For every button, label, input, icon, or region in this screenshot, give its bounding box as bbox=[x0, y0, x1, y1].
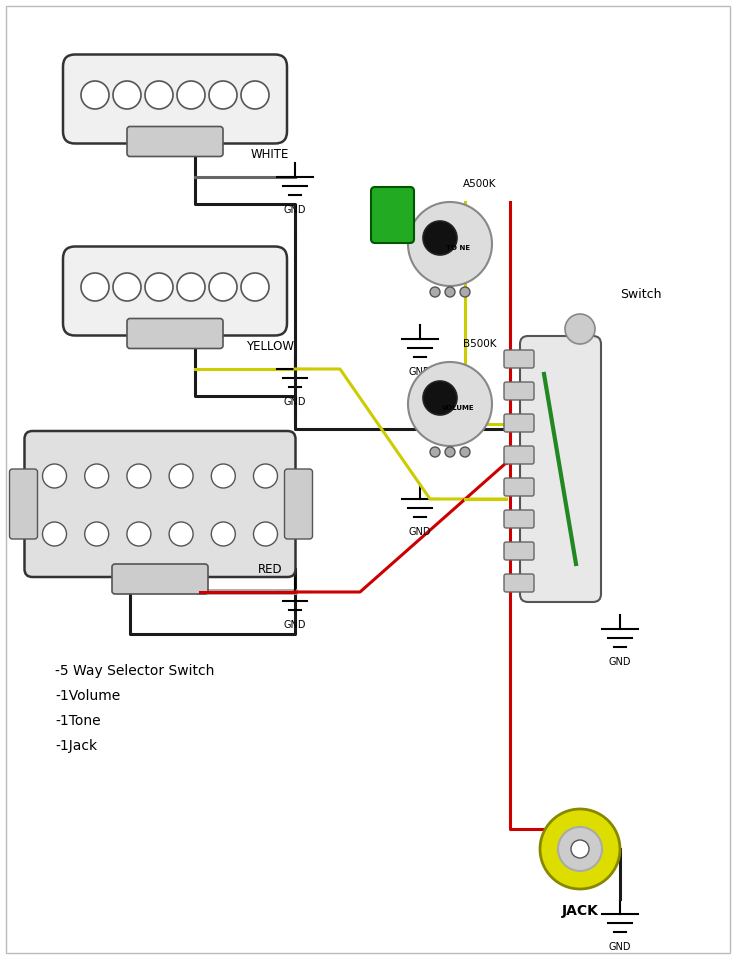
Circle shape bbox=[211, 464, 236, 488]
FancyBboxPatch shape bbox=[504, 542, 534, 560]
Circle shape bbox=[423, 381, 457, 415]
FancyBboxPatch shape bbox=[24, 431, 295, 577]
Circle shape bbox=[408, 202, 492, 286]
Text: WHITE: WHITE bbox=[251, 148, 289, 161]
FancyBboxPatch shape bbox=[504, 574, 534, 592]
Circle shape bbox=[209, 81, 237, 109]
Circle shape bbox=[558, 827, 602, 871]
Circle shape bbox=[460, 287, 470, 297]
Circle shape bbox=[43, 522, 66, 546]
Circle shape bbox=[241, 273, 269, 301]
FancyBboxPatch shape bbox=[63, 55, 287, 144]
FancyBboxPatch shape bbox=[520, 336, 601, 602]
FancyBboxPatch shape bbox=[10, 469, 38, 539]
Circle shape bbox=[211, 522, 236, 546]
FancyBboxPatch shape bbox=[504, 414, 534, 432]
Circle shape bbox=[253, 522, 277, 546]
FancyBboxPatch shape bbox=[127, 127, 223, 156]
Circle shape bbox=[127, 464, 151, 488]
Circle shape bbox=[445, 447, 455, 457]
Circle shape bbox=[145, 81, 173, 109]
FancyBboxPatch shape bbox=[504, 350, 534, 368]
Circle shape bbox=[209, 273, 237, 301]
Circle shape bbox=[169, 522, 193, 546]
FancyBboxPatch shape bbox=[127, 318, 223, 348]
FancyBboxPatch shape bbox=[504, 510, 534, 528]
FancyBboxPatch shape bbox=[63, 246, 287, 336]
Circle shape bbox=[81, 81, 109, 109]
Text: GND: GND bbox=[609, 657, 631, 667]
Text: TO NE: TO NE bbox=[446, 245, 470, 251]
Text: -5 Way Selector Switch
-1Volume
-1Tone
-1Jack: -5 Way Selector Switch -1Volume -1Tone -… bbox=[55, 664, 214, 753]
Text: JACK: JACK bbox=[562, 904, 598, 918]
Circle shape bbox=[127, 522, 151, 546]
Text: GND: GND bbox=[284, 620, 306, 630]
Circle shape bbox=[85, 464, 109, 488]
Circle shape bbox=[177, 273, 205, 301]
Circle shape bbox=[423, 221, 457, 255]
Text: GND: GND bbox=[408, 367, 431, 377]
Circle shape bbox=[430, 447, 440, 457]
Circle shape bbox=[540, 809, 620, 889]
Circle shape bbox=[241, 81, 269, 109]
Circle shape bbox=[445, 287, 455, 297]
FancyBboxPatch shape bbox=[371, 187, 414, 243]
Circle shape bbox=[177, 81, 205, 109]
FancyBboxPatch shape bbox=[504, 478, 534, 496]
Text: Switch: Switch bbox=[620, 288, 662, 300]
Circle shape bbox=[565, 314, 595, 344]
FancyBboxPatch shape bbox=[112, 564, 208, 594]
Circle shape bbox=[169, 464, 193, 488]
Text: A500K: A500K bbox=[463, 179, 497, 189]
Circle shape bbox=[113, 273, 141, 301]
Circle shape bbox=[430, 287, 440, 297]
Text: YELLOW: YELLOW bbox=[246, 340, 294, 353]
Text: GND: GND bbox=[408, 527, 431, 537]
FancyBboxPatch shape bbox=[504, 446, 534, 464]
Circle shape bbox=[253, 464, 277, 488]
Circle shape bbox=[85, 522, 109, 546]
Circle shape bbox=[571, 840, 589, 858]
Circle shape bbox=[113, 81, 141, 109]
Circle shape bbox=[43, 464, 66, 488]
Text: GND: GND bbox=[609, 942, 631, 952]
Text: B500K: B500K bbox=[463, 339, 497, 349]
Circle shape bbox=[408, 362, 492, 446]
FancyBboxPatch shape bbox=[285, 469, 313, 539]
Circle shape bbox=[460, 447, 470, 457]
Text: RED: RED bbox=[258, 563, 283, 576]
Circle shape bbox=[145, 273, 173, 301]
Circle shape bbox=[81, 273, 109, 301]
FancyBboxPatch shape bbox=[504, 382, 534, 400]
Text: GND: GND bbox=[284, 205, 306, 215]
Text: VOLUME: VOLUME bbox=[442, 405, 474, 411]
Text: GND: GND bbox=[284, 397, 306, 407]
